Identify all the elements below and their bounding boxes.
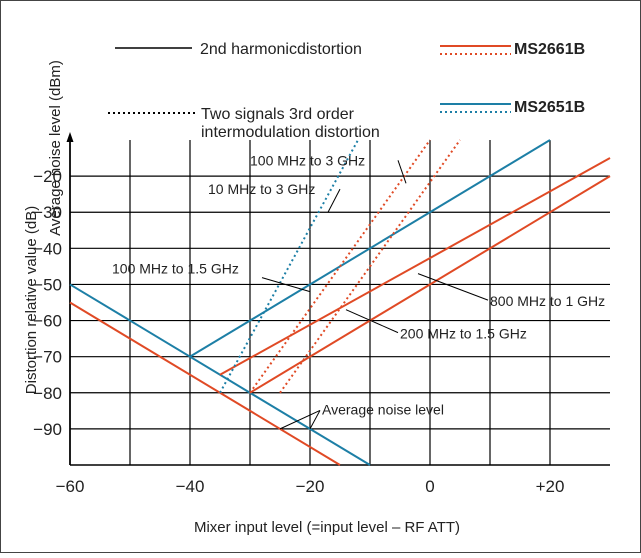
y-axis-title-outer: Distortion relative value (dB) <box>23 206 40 394</box>
series-line-ms2651b-2 <box>189 139 551 358</box>
annotation-leader <box>279 409 321 430</box>
y-tick-label: −30 <box>33 203 62 222</box>
x-tick-label: −40 <box>176 477 205 496</box>
y-tick-label: −80 <box>33 384 62 403</box>
y-axis-arrow <box>66 132 74 142</box>
annotation-leader <box>397 160 407 184</box>
y-tick-label: −20 <box>33 167 62 186</box>
annotation-leader <box>345 309 399 334</box>
series-line-ms2661b-3 <box>249 175 611 394</box>
annotation-label: 200 MHz to 1.5 GHz <box>400 326 527 342</box>
y-tick-label: −50 <box>33 275 62 294</box>
y-tick-label: −60 <box>33 312 62 331</box>
annotation-label: 10 MHz to 3 GHz <box>208 181 315 197</box>
series-layer <box>69 139 611 466</box>
annotation-leader <box>309 410 321 430</box>
y-axis-title-inner: Average noise level (dBm) <box>47 60 64 236</box>
x-tick-label: +20 <box>536 477 565 496</box>
tick-labels: −60 −40 −20 0 +20 −20 −30 −40 −50 −60 −70 −80 −90 <box>33 167 564 496</box>
series-line-ms2661b-4 <box>219 157 611 376</box>
annotation-label: Average noise level <box>322 401 444 417</box>
y-tick-label: −90 <box>33 420 62 439</box>
annotation-label: 800 MHz to 1 GHz <box>490 293 605 309</box>
annotation-label: 100 MHz to 3 GHz <box>250 152 365 168</box>
annotation-leader <box>417 273 489 301</box>
x-tick-label: 0 <box>425 477 434 496</box>
legend-dotted-label-line2: intermodulation distortion <box>201 124 380 141</box>
x-axis-title: Mixer input level (=input level – RF ATT… <box>194 519 460 536</box>
annotation-layer: 100 MHz to 3 GHz 10 MHz to 3 GHz 100 MHz t… <box>112 152 605 430</box>
legend-model-name: MS2661B <box>514 41 585 58</box>
legend-dotted-label-line1: Two signals 3rd order <box>201 106 355 123</box>
x-tick-label: −60 <box>56 477 85 496</box>
legend: 2nd harmonicdistortion Two signals 3rd or… <box>108 41 585 141</box>
series-line-ms2661b-1 <box>69 301 341 466</box>
x-tick-label: −20 <box>296 477 325 496</box>
y-tick-label: −70 <box>33 348 62 367</box>
legend-model-name: MS2651B <box>514 99 585 116</box>
annotation-leader <box>261 277 311 293</box>
y-tick-label: −40 <box>33 239 62 258</box>
annotation-leader <box>327 188 341 213</box>
legend-solid-label: 2nd harmonicdistortion <box>200 41 362 58</box>
series-line-ms2661b-7 <box>279 139 461 394</box>
series-line-ms2661b-6 <box>249 139 431 394</box>
annotation-label: 100 MHz to 1.5 GHz <box>112 261 239 277</box>
